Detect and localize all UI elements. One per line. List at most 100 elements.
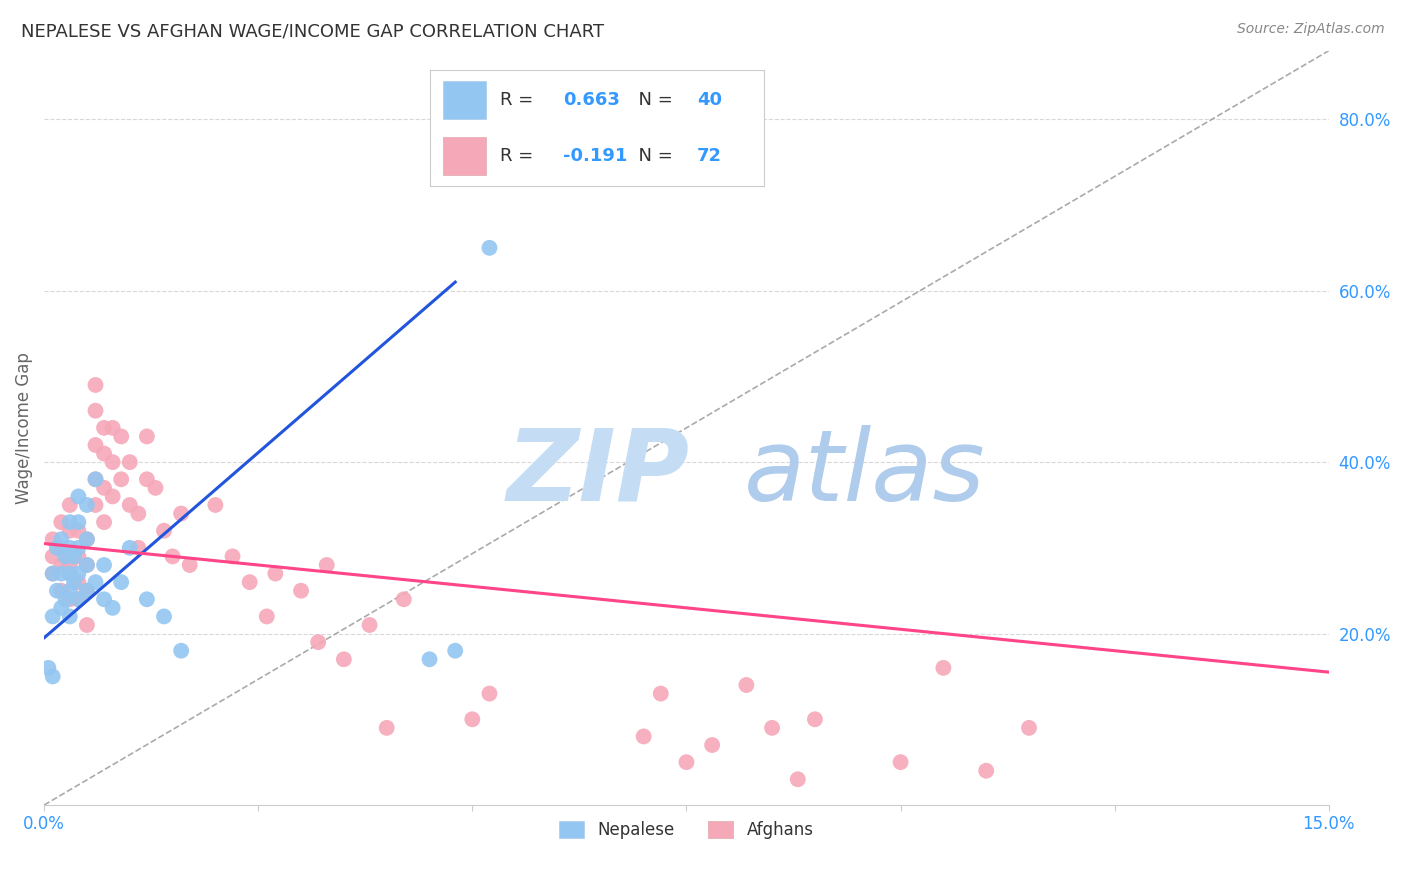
Point: [67, 549, 90, 564]
Point: [76, 618, 98, 632]
Point: [41, 609, 63, 624]
Point: [93, 515, 115, 529]
Point: [786, 772, 808, 787]
Point: [84, 472, 107, 486]
Point: [84, 498, 107, 512]
Point: [307, 635, 329, 649]
Point: [135, 429, 157, 443]
Point: [51, 515, 73, 529]
Point: [67, 592, 90, 607]
Point: [101, 600, 124, 615]
Point: [84, 575, 107, 590]
Text: atlas: atlas: [744, 425, 986, 522]
Point: [110, 575, 132, 590]
Point: [804, 712, 827, 726]
Point: [290, 583, 312, 598]
Point: [264, 566, 287, 581]
Point: [974, 764, 997, 778]
Point: [204, 498, 226, 512]
Text: ZIP: ZIP: [506, 425, 689, 522]
Point: [67, 566, 90, 581]
Point: [84, 438, 107, 452]
Point: [932, 661, 955, 675]
Point: [46, 541, 69, 555]
Point: [675, 755, 697, 769]
Point: [153, 524, 176, 538]
Point: [700, 738, 723, 752]
Point: [478, 687, 501, 701]
Point: [76, 558, 98, 572]
Point: [162, 549, 184, 564]
Point: [461, 712, 484, 726]
Point: [1018, 721, 1040, 735]
Point: [735, 678, 758, 692]
Point: [59, 592, 82, 607]
Point: [51, 600, 73, 615]
Point: [55, 592, 77, 607]
Text: NEPALESE VS AFGHAN WAGE/INCOME GAP CORRELATION CHART: NEPALESE VS AFGHAN WAGE/INCOME GAP CORRE…: [21, 22, 605, 40]
Point: [41, 533, 63, 547]
Point: [41, 669, 63, 683]
Point: [93, 421, 115, 435]
Point: [63, 575, 86, 590]
Point: [67, 490, 90, 504]
Point: [41, 549, 63, 564]
Point: [170, 644, 193, 658]
Point: [93, 558, 115, 572]
Point: [93, 481, 115, 495]
Point: [59, 498, 82, 512]
Point: [135, 592, 157, 607]
Point: [84, 378, 107, 392]
Point: [256, 609, 278, 624]
Point: [170, 507, 193, 521]
Point: [145, 481, 167, 495]
Point: [59, 566, 82, 581]
Point: [375, 721, 398, 735]
Point: [51, 583, 73, 598]
Point: [63, 549, 86, 564]
Point: [110, 472, 132, 486]
Point: [761, 721, 783, 735]
Point: [444, 644, 467, 658]
Text: Source: ZipAtlas.com: Source: ZipAtlas.com: [1237, 22, 1385, 37]
Point: [93, 592, 115, 607]
Point: [51, 566, 73, 581]
Point: [359, 618, 381, 632]
Point: [118, 455, 141, 469]
Point: [67, 524, 90, 538]
Point: [41, 566, 63, 581]
Point: [633, 730, 655, 744]
Legend: Nepalese, Afghans: Nepalese, Afghans: [553, 814, 820, 846]
Point: [84, 403, 107, 417]
Point: [84, 472, 107, 486]
Point: [76, 533, 98, 547]
Point: [76, 498, 98, 512]
Point: [650, 687, 672, 701]
Point: [67, 592, 90, 607]
Point: [67, 541, 90, 555]
Point: [418, 652, 440, 666]
Point: [127, 541, 149, 555]
Point: [118, 541, 141, 555]
Point: [51, 558, 73, 572]
Point: [239, 575, 262, 590]
Point: [110, 429, 132, 443]
Point: [179, 558, 201, 572]
Point: [59, 566, 82, 581]
Point: [153, 609, 176, 624]
Point: [59, 524, 82, 538]
Point: [76, 583, 98, 598]
Point: [76, 558, 98, 572]
Point: [101, 455, 124, 469]
Y-axis label: Wage/Income Gap: Wage/Income Gap: [15, 352, 32, 504]
Point: [51, 533, 73, 547]
Point: [55, 549, 77, 564]
Point: [51, 541, 73, 555]
Point: [890, 755, 912, 769]
Point: [93, 446, 115, 460]
Point: [59, 558, 82, 572]
Point: [392, 592, 415, 607]
Point: [59, 583, 82, 598]
Point: [46, 583, 69, 598]
Point: [59, 549, 82, 564]
